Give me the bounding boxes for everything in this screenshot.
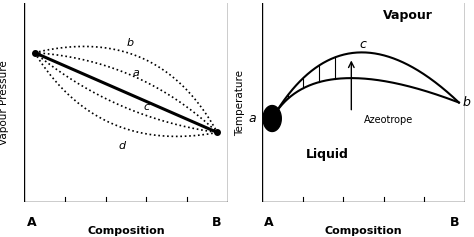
- Text: b: b: [127, 38, 134, 48]
- Text: Vapour: Vapour: [383, 9, 433, 22]
- Text: Liquid: Liquid: [306, 148, 348, 161]
- Text: B: B: [449, 216, 459, 229]
- Text: B: B: [212, 216, 221, 229]
- Text: Temperature: Temperature: [235, 69, 245, 136]
- Text: b: b: [463, 96, 471, 109]
- Polygon shape: [263, 105, 281, 132]
- Text: a: a: [248, 112, 256, 125]
- Text: a: a: [133, 68, 139, 78]
- Text: Composition: Composition: [87, 226, 165, 236]
- Text: Composition: Composition: [325, 226, 402, 236]
- Text: d: d: [118, 141, 126, 151]
- Text: c: c: [359, 38, 366, 51]
- Text: Azeotrope: Azeotrope: [364, 114, 413, 124]
- Text: c: c: [143, 101, 149, 112]
- Text: A: A: [27, 216, 36, 229]
- Text: Vapour Pressure: Vapour Pressure: [0, 60, 9, 145]
- Text: A: A: [264, 216, 273, 229]
